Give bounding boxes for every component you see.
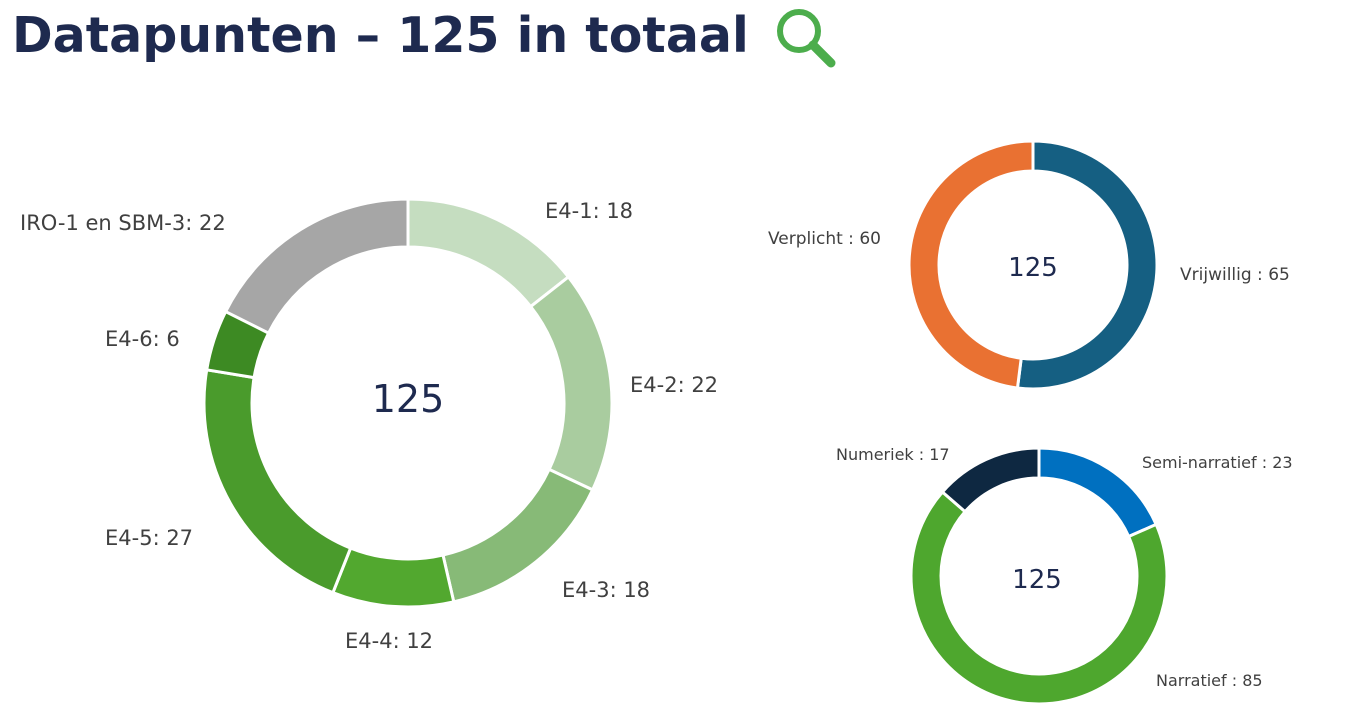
- donut-narratief: 125 Semi-narratief : 23 Narratief : 85 N…: [836, 445, 1293, 706]
- donut-2-slice-numeriek: [940, 446, 1041, 514]
- slice-label-e4-1: E4-1: 18: [545, 199, 633, 223]
- donut-1-slice-verplicht: [907, 139, 1035, 390]
- search-icon: [776, 9, 836, 68]
- donut-e4-center-label: 125: [372, 377, 445, 421]
- donut-verplicht-center-label: 125: [1008, 253, 1058, 283]
- slice-label-e4-4: E4-4: 12: [345, 629, 433, 653]
- search-icon-lens: [776, 9, 821, 53]
- search-icon-handle: [808, 40, 836, 68]
- page-title: Datapunten – 125 in totaal: [12, 6, 749, 64]
- donut-2-slice-semi-narratief: [1037, 446, 1159, 539]
- donut-verplicht-vrijwillig: 125 Vrijwillig : 65 Verplicht : 60: [768, 139, 1290, 391]
- donut-2-slice-narratief: [909, 489, 1169, 706]
- donut-1-slice-vrijwillig: [1015, 139, 1159, 391]
- slice-label-numeriek: Numeriek : 17: [836, 445, 950, 464]
- donut-narratief-center-label: 125: [1012, 565, 1062, 595]
- donut-0-slice-e4-2: [528, 274, 614, 492]
- slice-label-iro-1-en-sbm-3: IRO-1 en SBM-3: 22: [20, 211, 226, 235]
- slice-label-e4-6: E4-6: 6: [105, 327, 180, 351]
- slice-label-e4-5: E4-5: 27: [105, 526, 193, 550]
- slice-label-semi-narratief: Semi-narratief : 23: [1142, 453, 1293, 472]
- donut-0-slice-iro-1-en-sbm-3: [223, 197, 410, 336]
- slice-label-vrijwillig: Vrijwillig : 65: [1180, 265, 1290, 285]
- header: Datapunten – 125 in totaal: [12, 0, 837, 70]
- slice-label-narratief: Narratief : 85: [1156, 671, 1263, 690]
- slice-label-e4-2: E4-2: 22: [630, 373, 718, 397]
- donut-0-slice-e4-4: [330, 546, 456, 609]
- donut-0-slice-e4-5: [202, 368, 353, 595]
- slice-label-e4-3: E4-3: 18: [562, 578, 650, 602]
- donut-e4: 125 E4-1: 18 E4-2: 22 E4-3: 18 E4-4: 12 …: [20, 197, 718, 653]
- slice-label-verplicht: Verplicht : 60: [768, 229, 881, 249]
